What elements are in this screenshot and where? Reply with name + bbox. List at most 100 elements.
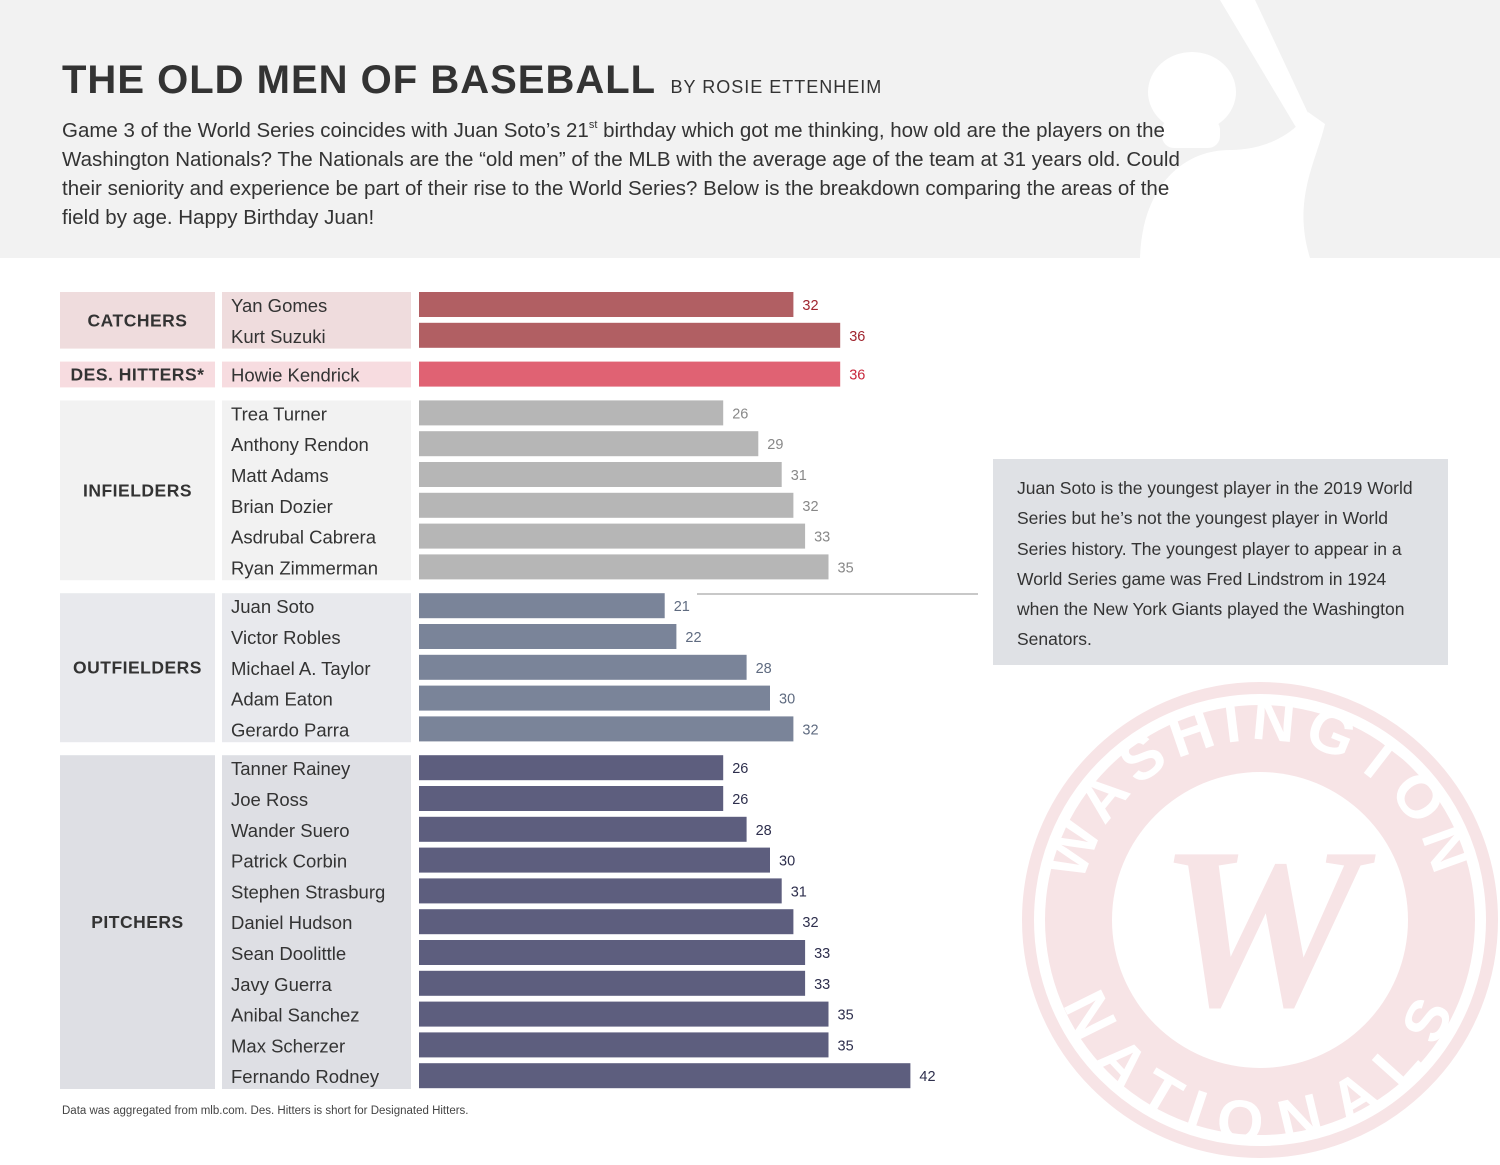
age-bar (419, 492, 794, 518)
age-bar (419, 786, 724, 811)
player-name: Asdrubal Cabrera (231, 527, 377, 548)
age-value-label: 30 (779, 692, 795, 708)
intro-superscript: st (588, 119, 598, 131)
age-bar (419, 816, 747, 842)
player-name: Tanner Rainey (231, 758, 351, 779)
callout-text: Juan Soto is the youngest player in the … (1017, 478, 1413, 650)
batter-silhouette-icon (1140, 0, 1325, 258)
intro-text-end: birthday which got me thinking, how old … (62, 119, 1180, 229)
age-value-label: 26 (732, 406, 748, 422)
age-bar (419, 847, 770, 873)
age-bar (419, 361, 841, 387)
age-value-label: 36 (849, 368, 865, 384)
age-bar (419, 593, 665, 619)
age-value-label: 21 (674, 599, 690, 615)
group-label: INFIELDERS (83, 480, 192, 500)
player-name: Stephen Strasburg (231, 881, 385, 902)
age-bar (419, 400, 724, 426)
age-value-label: 28 (756, 661, 772, 677)
player-name: Max Scherzer (231, 1035, 345, 1056)
player-name: Joe Ross (231, 789, 308, 810)
age-bar (419, 523, 806, 549)
youngest-player-callout: Juan Soto is the youngest player in the … (993, 459, 1448, 665)
age-value-label: 35 (838, 1008, 854, 1024)
age-bar (419, 462, 782, 487)
player-name: Sean Doolittle (231, 943, 346, 964)
player-name: Anibal Sanchez (231, 1005, 360, 1026)
age-bar (419, 685, 770, 711)
age-bar (419, 970, 806, 996)
age-bar (419, 554, 829, 580)
age-value-label: 33 (814, 977, 830, 993)
age-bar (419, 909, 794, 935)
player-name: Victor Robles (231, 627, 341, 648)
age-value-label: 35 (838, 560, 854, 576)
age-value-label: 31 (791, 468, 807, 484)
group-panel-pitchers (60, 755, 215, 1089)
age-value-label: 32 (802, 915, 818, 931)
names-panel-pitchers (222, 755, 411, 1089)
group-label: DES. HITTERS* (71, 365, 205, 385)
intro-paragraph: Game 3 of the World Series coincides wit… (62, 116, 1202, 232)
age-bar (419, 716, 794, 742)
player-name: Fernando Rodney (231, 1066, 380, 1087)
nationals-logo: WASHINGTON NATIONALS W (1022, 682, 1498, 1158)
age-bar (419, 878, 782, 904)
player-name: Brian Dozier (231, 496, 333, 517)
page-title: THE OLD MEN OF BASEBALL (62, 58, 657, 102)
player-name: Adam Eaton (231, 689, 333, 710)
age-value-label: 28 (756, 823, 772, 839)
player-name: Trea Turner (231, 403, 327, 424)
player-name: Javy Guerra (231, 974, 332, 995)
age-bar (419, 322, 841, 348)
intro-text-start: Game 3 of the World Series coincides wit… (62, 119, 589, 142)
group-label: PITCHERS (91, 912, 183, 932)
logo-monogram: W (1158, 800, 1376, 1055)
header: THE OLD MEN OF BASEBALL BY ROSIE ETTENHE… (0, 0, 1500, 258)
player-name: Howie Kendrick (231, 365, 360, 386)
age-bar (419, 624, 677, 649)
age-bar (419, 654, 747, 680)
age-bar (419, 940, 806, 965)
player-name: Matt Adams (231, 465, 329, 486)
age-value-label: 22 (685, 630, 701, 646)
group-label: OUTFIELDERS (73, 658, 202, 678)
player-name: Daniel Hudson (231, 912, 352, 933)
names-panel-infielders (222, 400, 411, 581)
player-name: Kurt Suzuki (231, 326, 326, 347)
byline: BY ROSIE ETTENHEIM (670, 77, 883, 97)
player-name: Michael A. Taylor (231, 658, 371, 679)
player-name: Gerardo Parra (231, 719, 350, 740)
group-panel-infielders (60, 400, 215, 581)
group-label: CATCHERS (88, 310, 188, 330)
age-value-label: 35 (838, 1038, 854, 1054)
age-value-label: 33 (814, 946, 830, 962)
player-name: Yan Gomes (231, 295, 327, 316)
player-name: Juan Soto (231, 596, 314, 617)
age-value-label: 26 (732, 761, 748, 777)
group-panel-catchers (60, 292, 215, 349)
player-name: Wander Suero (231, 820, 350, 841)
player-name: Ryan Zimmerman (231, 557, 378, 578)
age-value-label: 42 (919, 1069, 935, 1085)
age-bar (419, 755, 724, 781)
names-panel-des-hitters (222, 361, 411, 388)
age-bar (419, 1063, 911, 1089)
group-panel-des-hitters (60, 361, 215, 388)
names-panel-catchers (222, 292, 411, 349)
names-panel-outfielders (222, 593, 411, 743)
age-bar (419, 1032, 829, 1058)
age-value-label: 30 (779, 854, 795, 870)
age-bar (419, 431, 759, 457)
age-value-label: 31 (791, 884, 807, 900)
age-value-label: 36 (849, 329, 865, 345)
age-bar (419, 1001, 829, 1027)
age-bar (419, 292, 794, 317)
age-value-label: 26 (732, 792, 748, 808)
age-value-label: 32 (802, 499, 818, 515)
source-footnote: Data was aggregated from mlb.com. Des. H… (62, 1105, 469, 1117)
player-name: Anthony Rendon (231, 434, 369, 455)
age-value-label: 32 (802, 298, 818, 314)
player-name: Patrick Corbin (231, 851, 347, 872)
